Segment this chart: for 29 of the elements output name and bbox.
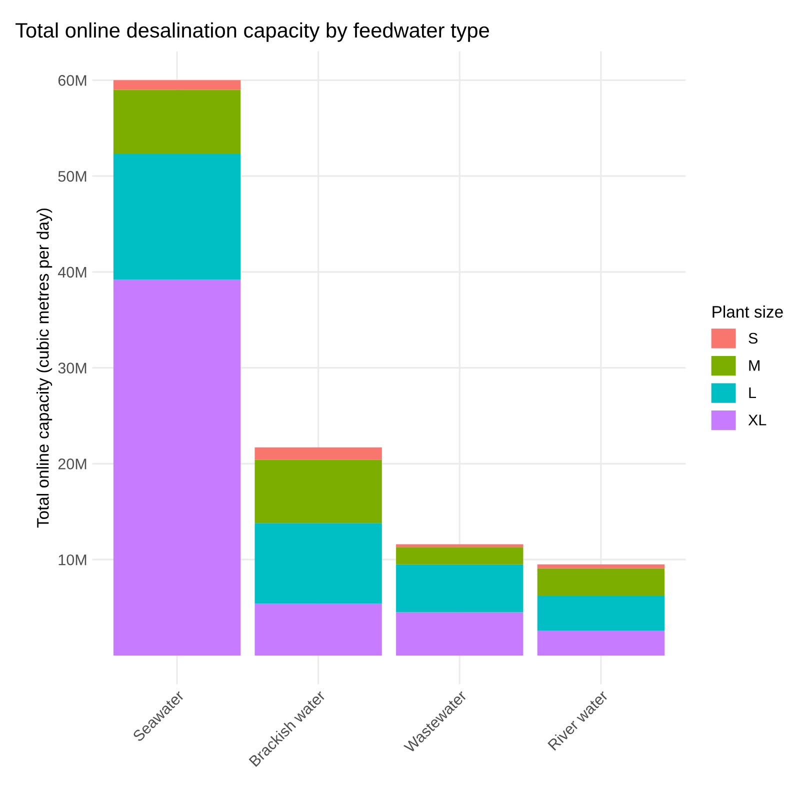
bar	[254, 447, 382, 460]
bar	[537, 596, 665, 631]
bar	[396, 544, 524, 548]
y-tick-label: 30M	[58, 362, 86, 374]
bar	[113, 154, 241, 280]
bar	[396, 564, 524, 612]
legend-label: S	[748, 332, 758, 344]
bar	[537, 630, 665, 656]
legend-title: Plant size	[712, 306, 783, 318]
chart-title: Total online desalination capacity by feedwater type	[16, 22, 489, 42]
legend-label: M	[749, 360, 760, 371]
bar	[254, 523, 382, 604]
bar	[396, 612, 524, 656]
y-tick-label: 60M	[58, 75, 86, 86]
bar	[396, 547, 524, 564]
bar	[113, 90, 241, 154]
y-tick-label: 10M	[58, 554, 86, 566]
y-tick-label: 20M	[58, 458, 86, 470]
legend-label: XL	[748, 414, 766, 426]
bar	[254, 604, 382, 656]
legend-label: L	[749, 388, 756, 398]
bar	[113, 80, 241, 90]
bar	[537, 564, 665, 568]
bar	[254, 460, 382, 524]
bar	[113, 280, 241, 656]
y-axis-title: Total online capacity (cubic metres per day)	[36, 208, 52, 528]
y-tick-label: 50M	[58, 170, 86, 182]
bar	[537, 568, 665, 596]
y-tick-label: 40M	[58, 266, 86, 278]
